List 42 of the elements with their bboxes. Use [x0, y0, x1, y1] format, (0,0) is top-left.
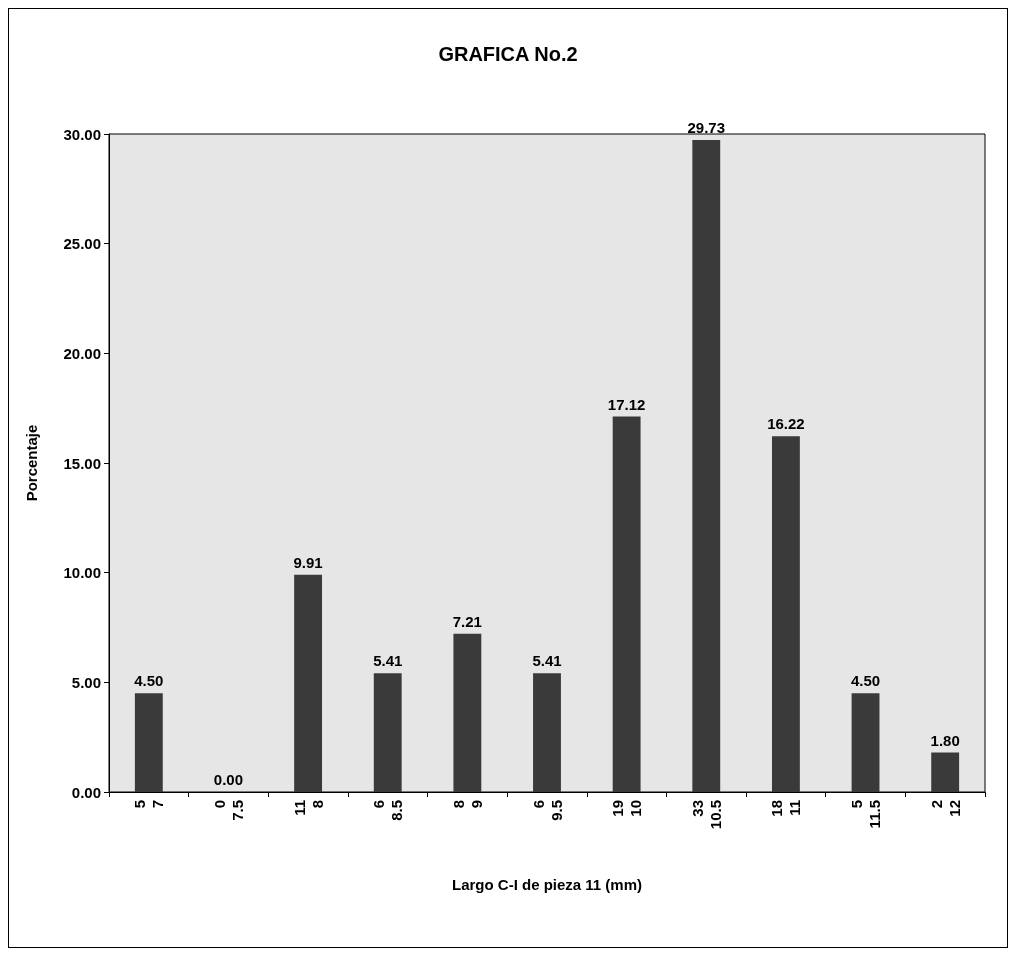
- x-tick-label: 6 9.5: [529, 800, 565, 821]
- bar: [373, 673, 402, 792]
- data-label: 5.41: [532, 652, 562, 670]
- x-tick-label: 11 8: [290, 800, 326, 816]
- data-label: 29.73: [687, 118, 726, 136]
- bar: [612, 416, 641, 792]
- bar: [453, 633, 482, 792]
- y-tick-label: 30.00: [63, 125, 101, 143]
- x-tick-label: 33 10.5: [688, 800, 724, 830]
- chart-title: GRAFICA No.2: [438, 43, 578, 65]
- y-tick-label: 20.00: [63, 344, 101, 362]
- data-label: 16.22: [767, 415, 805, 433]
- data-label: 4.50: [134, 672, 164, 690]
- data-label: 9.91: [293, 553, 323, 571]
- bar: [931, 752, 960, 792]
- y-tick-label: 0.00: [71, 783, 101, 801]
- bar: [771, 436, 800, 792]
- data-label: 4.50: [850, 672, 881, 690]
- data-label: 0.00: [213, 771, 244, 788]
- y-axis-title: Porcentaje: [23, 424, 40, 502]
- x-tick-label: 6 8.5: [370, 800, 406, 821]
- x-tick-label: 2 12: [927, 800, 963, 817]
- x-tick-label: 19 10: [609, 800, 645, 817]
- bar: [134, 693, 163, 792]
- y-tick-label: 5.00: [71, 673, 101, 691]
- y-tick-label: 25.00: [63, 235, 101, 253]
- bar: [294, 574, 323, 792]
- x-tick-label: 8 9: [449, 800, 485, 809]
- y-tick-label: 15.00: [63, 454, 101, 472]
- x-tick-label: 0 7.5: [210, 800, 246, 821]
- data-label: 7.21: [452, 612, 482, 630]
- bar: [851, 693, 880, 792]
- x-axis-title: Largo C-I de pieza 11 (mm): [451, 876, 643, 893]
- y-tick-label: 10.00: [63, 564, 101, 582]
- x-tick-label: 5 7: [131, 800, 167, 809]
- data-label: 1.80: [930, 731, 960, 749]
- x-tick-label: 5 11.5: [848, 800, 884, 829]
- data-label: 17.12: [607, 395, 646, 413]
- bar: [533, 673, 561, 792]
- bar: [692, 139, 721, 792]
- x-tick-label: 18 11: [768, 800, 804, 817]
- data-label: 5.41: [373, 652, 403, 670]
